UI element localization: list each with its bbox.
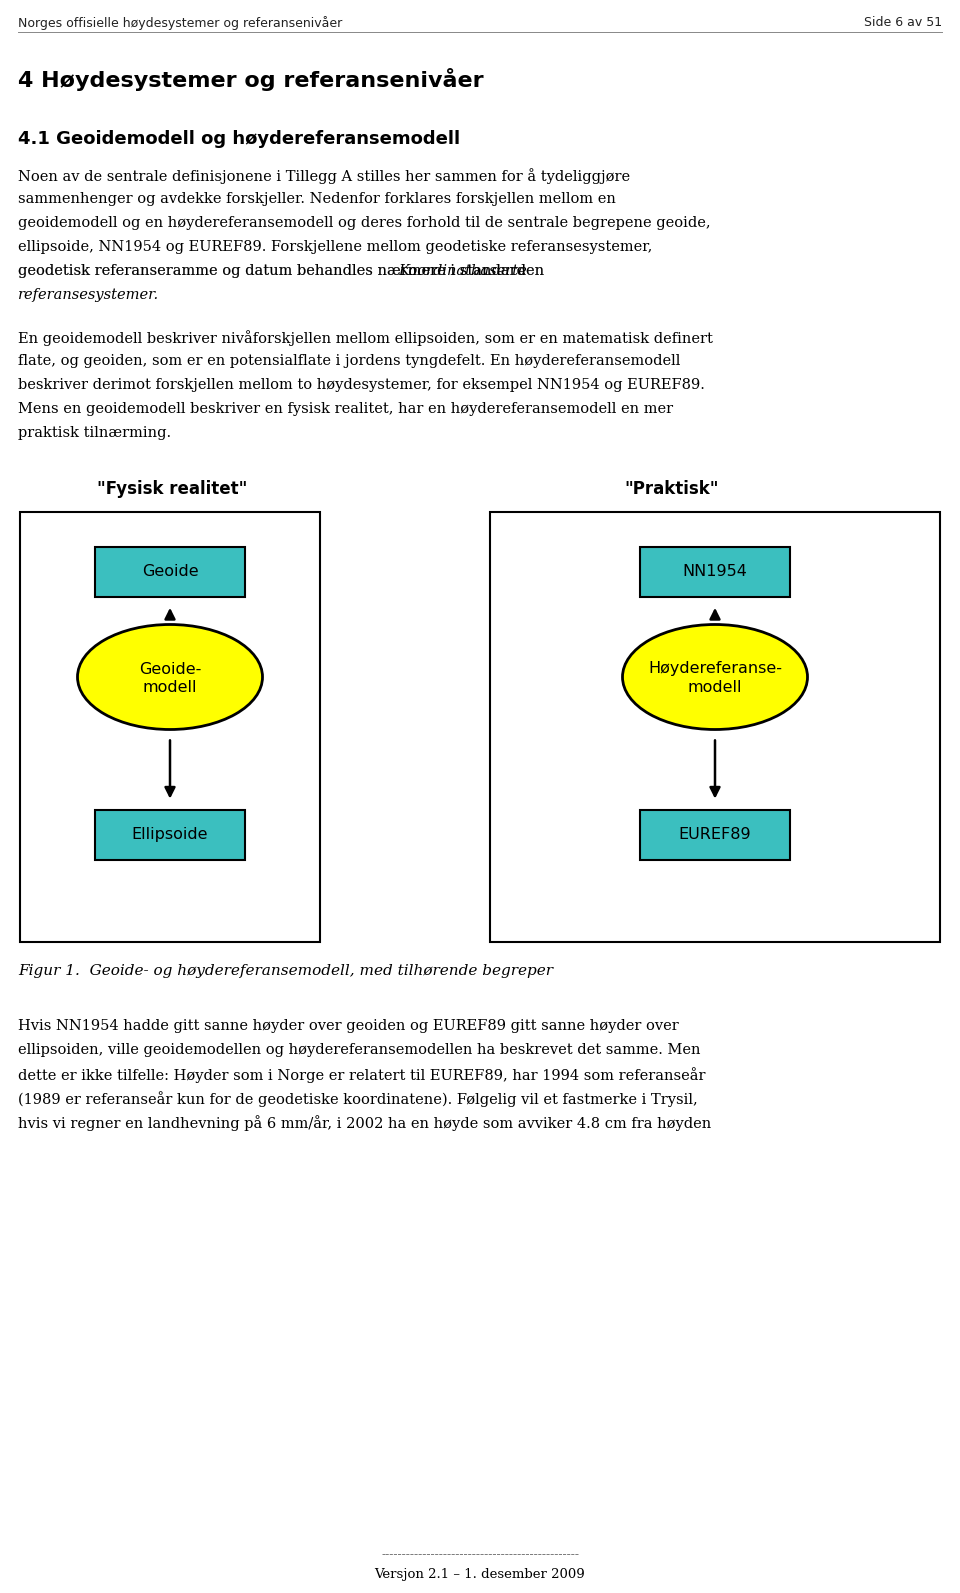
Bar: [490, 511, 940, 941]
Text: flate, og geoiden, som er en potensialflate i jordens tyngdefelt. En høyderefera: flate, og geoiden, som er en potensialfl…: [18, 354, 681, 368]
Text: Geoide-: Geoide-: [139, 661, 202, 677]
Text: 4 Høydesystemer og referansenivåer: 4 Høydesystemer og referansenivåer: [18, 68, 484, 91]
Text: Koordinatbaserte: Koordinatbaserte: [398, 264, 527, 279]
Text: dette er ikke tilfelle: Høyder som i Norge er relatert til EUREF89, har 1994 som: dette er ikke tilfelle: Høyder som i Nor…: [18, 1067, 706, 1083]
Text: Geoide: Geoide: [142, 564, 199, 580]
Text: sammenhenger og avdekke forskjeller. Nedenfor forklares forskjellen mellom en: sammenhenger og avdekke forskjeller. Ned…: [18, 193, 616, 205]
Text: Figur 1.  Geoide- og høydereferansemodell, med tilhørende begreper: Figur 1. Geoide- og høydereferansemodell…: [18, 964, 553, 978]
Text: geoidemodell og en høydereferansemodell og deres forhold til de sentrale begrepe: geoidemodell og en høydereferansemodell …: [18, 217, 710, 229]
Text: praktisk tilnærming.: praktisk tilnærming.: [18, 425, 171, 440]
Text: NN1954: NN1954: [683, 564, 748, 580]
Bar: [20, 511, 320, 941]
Text: Mens en geoidemodell beskriver en fysisk realitet, har en høydereferansemodell e: Mens en geoidemodell beskriver en fysisk…: [18, 401, 673, 416]
Text: ------------------------------------------------: ----------------------------------------…: [381, 1548, 579, 1561]
Bar: [95, 809, 245, 860]
Text: modell: modell: [687, 680, 742, 695]
Text: ellipsoiden, ville geoidemodellen og høydereferansemodellen ha beskrevet det sam: ellipsoiden, ville geoidemodellen og høy…: [18, 1043, 701, 1058]
Text: referansesystemer.: referansesystemer.: [18, 288, 159, 303]
Text: "Fysisk realitet": "Fysisk realitet": [97, 479, 247, 499]
Text: (1989 er referanseår kun for de geodetiske koordinatene). Følgelig vil et fastme: (1989 er referanseår kun for de geodetis…: [18, 1091, 698, 1107]
Text: Norges offisielle høydesystemer og referansenivåer: Norges offisielle høydesystemer og refer…: [18, 16, 343, 30]
Text: Høydereferanse-: Høydereferanse-: [648, 661, 782, 677]
Ellipse shape: [78, 624, 262, 730]
Text: geodetisk referanseramme og datum behandles nærmere i standarden: geodetisk referanseramme og datum behand…: [18, 264, 549, 279]
Text: geodetisk referanseramme og datum behandles nærmere i standarden: geodetisk referanseramme og datum behand…: [18, 264, 549, 279]
Text: ellipsoide, NN1954 og EUREF89. Forskjellene mellom geodetiske referansesystemer,: ellipsoide, NN1954 og EUREF89. Forskjell…: [18, 241, 653, 253]
Text: beskriver derimot forskjellen mellom to høydesystemer, for eksempel NN1954 og EU: beskriver derimot forskjellen mellom to …: [18, 378, 705, 392]
Text: Ellipsoide: Ellipsoide: [132, 827, 208, 843]
Text: Noen av de sentrale definisjonene i Tillegg A stilles her sammen for å tydeliggj: Noen av de sentrale definisjonene i Till…: [18, 167, 630, 183]
Bar: [640, 546, 790, 597]
Text: "Praktisk": "Praktisk": [625, 479, 719, 499]
Ellipse shape: [622, 624, 807, 730]
Bar: [95, 546, 245, 597]
Text: modell: modell: [143, 680, 197, 695]
Text: Versjon 2.1 – 1. desember 2009: Versjon 2.1 – 1. desember 2009: [374, 1568, 586, 1580]
Bar: [640, 809, 790, 860]
Text: Side 6 av 51: Side 6 av 51: [864, 16, 942, 29]
Text: Hvis NN1954 hadde gitt sanne høyder over geoiden og EUREF89 gitt sanne høyder ov: Hvis NN1954 hadde gitt sanne høyder over…: [18, 1020, 679, 1032]
Text: 4.1 Geoidemodell og høydereferansemodell: 4.1 Geoidemodell og høydereferansemodell: [18, 131, 460, 148]
Text: En geoidemodell beskriver nivåforskjellen mellom ellipsoiden, som er en matemati: En geoidemodell beskriver nivåforskjelle…: [18, 330, 713, 346]
Text: hvis vi regner en landhevning på 6 mm/år, i 2002 ha en høyde som avviker 4.8 cm : hvis vi regner en landhevning på 6 mm/år…: [18, 1115, 711, 1131]
Text: geodetisk referanseramme og datum behandles nærmere i standarden Koordinatbasert: geodetisk referanseramme og datum behand…: [18, 264, 678, 279]
Text: EUREF89: EUREF89: [679, 827, 752, 843]
